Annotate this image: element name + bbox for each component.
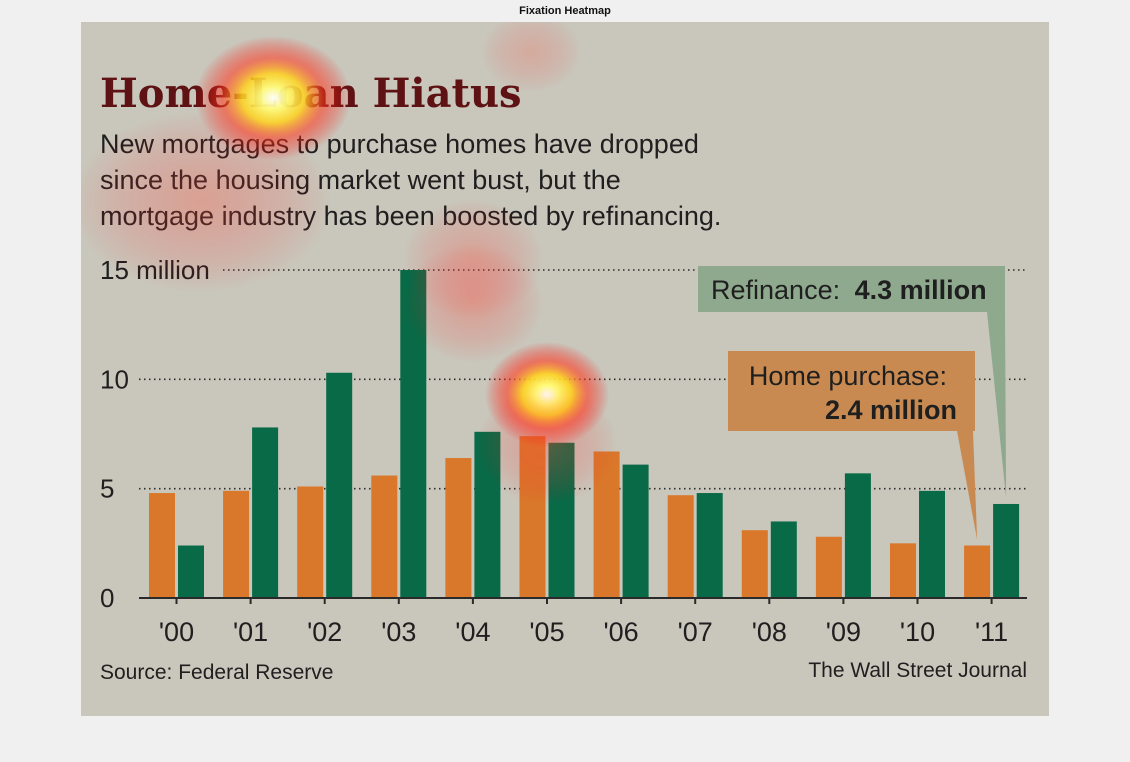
home-purchase-callout-pointer bbox=[957, 431, 978, 540]
chart-canvas: Home-Loan Hiatus New mortgages to purcha… bbox=[81, 22, 1027, 684]
y-tick-label: 10 bbox=[100, 364, 129, 394]
refinance-callout-value: 4.3 million bbox=[855, 275, 987, 305]
x-tick-label: '08 bbox=[752, 617, 787, 647]
refinance-bar bbox=[178, 545, 204, 598]
heatmap-hotspot bbox=[477, 385, 617, 505]
x-tick-label: '01 bbox=[233, 617, 268, 647]
refinance-callout-pointer bbox=[987, 312, 1007, 498]
refinance-bar bbox=[993, 503, 1020, 598]
publisher-credit: The Wall Street Journal bbox=[808, 659, 1027, 682]
refinance-bar bbox=[326, 372, 353, 598]
home-purchase-bar bbox=[741, 530, 768, 598]
refinance-bar bbox=[622, 464, 649, 598]
y-tick-label: 5 bbox=[100, 474, 114, 504]
refinance-bar bbox=[770, 521, 797, 598]
x-axis-labels: '00 '01 '02 '03 '04 '05 '06 '07 '08 '09 '10 '11 bbox=[159, 598, 1008, 647]
home-purchase-callout-box bbox=[728, 351, 975, 431]
figure-title: Fixation Heatmap bbox=[519, 5, 611, 17]
refinance-callout-label: Refinance: bbox=[711, 275, 840, 305]
refinance-callout: Refinance: 4.3 million bbox=[698, 266, 1007, 498]
x-tick-label: '09 bbox=[826, 617, 861, 647]
x-tick-label: '02 bbox=[307, 617, 342, 647]
home-purchase-bar bbox=[667, 495, 694, 598]
y-tick-label: 0 bbox=[100, 583, 114, 613]
refinance-callout-text: Refinance: 4.3 million bbox=[711, 275, 987, 305]
home-purchase-bar bbox=[149, 493, 175, 598]
refinance-bar bbox=[696, 493, 723, 598]
home-purchase-callout-label: Home purchase: bbox=[749, 361, 947, 391]
home-purchase-bar bbox=[445, 458, 472, 598]
home-purchase-bar bbox=[223, 490, 250, 598]
heatmap-hotspot bbox=[81, 112, 331, 292]
x-tick-label: '06 bbox=[604, 617, 639, 647]
home-purchase-callout: Home purchase: 2.4 million bbox=[728, 351, 978, 540]
heatmap-hotspot bbox=[481, 22, 581, 92]
x-tick-label: '03 bbox=[381, 617, 416, 647]
home-purchase-bar bbox=[371, 475, 398, 598]
chart-panel: Home-Loan Hiatus New mortgages to purcha… bbox=[81, 22, 1049, 716]
refinance-callout-box bbox=[698, 266, 1005, 312]
home-purchase-bar bbox=[815, 536, 842, 598]
refinance-bar bbox=[844, 473, 871, 598]
x-tick-label: '00 bbox=[159, 617, 194, 647]
source-note: Source: Federal Reserve bbox=[100, 661, 333, 684]
home-purchase-bar bbox=[297, 486, 324, 598]
x-tick-label: '10 bbox=[900, 617, 935, 647]
home-purchase-bar bbox=[890, 543, 916, 598]
x-tick-label: '11 bbox=[975, 617, 1008, 647]
home-purchase-bar bbox=[964, 545, 991, 598]
refinance-bar bbox=[919, 490, 945, 598]
x-tick-label: '04 bbox=[455, 617, 490, 647]
x-tick-label: '07 bbox=[678, 617, 713, 647]
fixation-heatmap-overlay bbox=[81, 22, 617, 505]
home-purchase-callout-value: 2.4 million bbox=[825, 395, 957, 425]
heatmap-hotspot bbox=[402, 199, 543, 319]
x-tick-label: '05 bbox=[529, 617, 564, 647]
refinance-bar bbox=[252, 427, 279, 598]
